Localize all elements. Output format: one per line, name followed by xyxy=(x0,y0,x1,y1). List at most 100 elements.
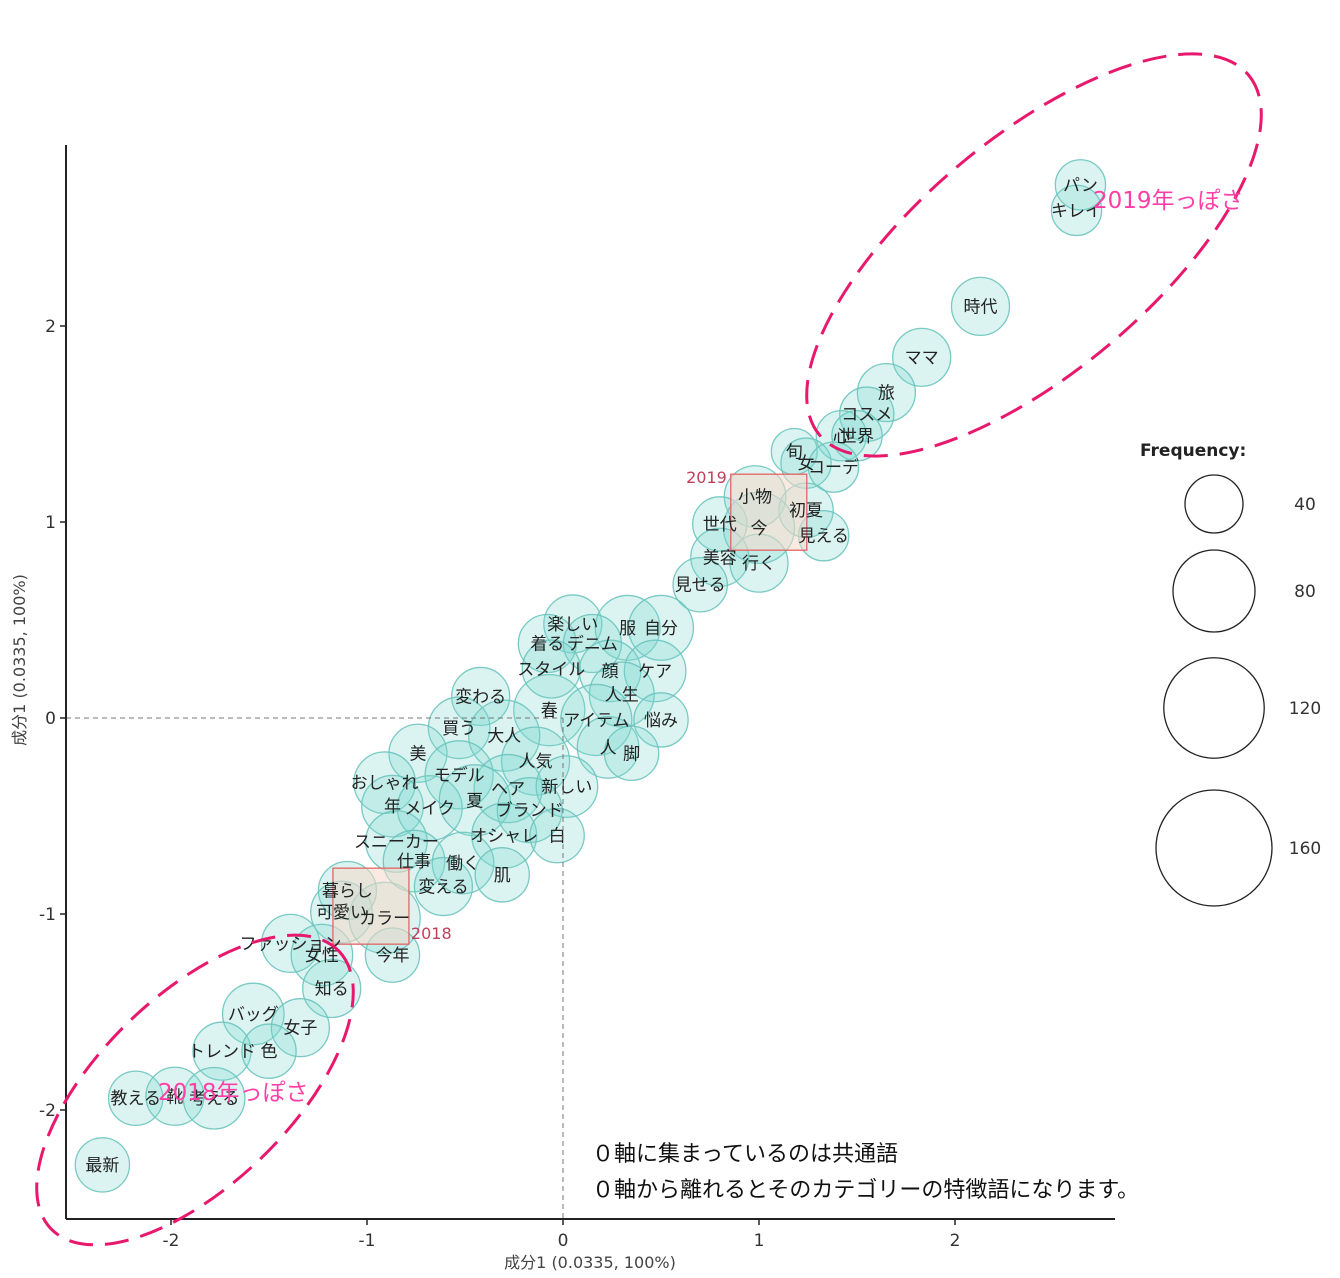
word-label: トレンド xyxy=(188,1042,256,1062)
word-label: モデル xyxy=(434,765,485,786)
y-tick-label: -1 xyxy=(39,905,56,925)
word-label: 楽しい xyxy=(547,615,598,635)
word-label: 年 xyxy=(384,797,401,817)
bubble-白 xyxy=(529,807,585,864)
legend-label-80: 80 xyxy=(1294,582,1316,602)
bubble-メイク xyxy=(396,775,463,842)
bubble-最新 xyxy=(74,1137,131,1193)
bubble-靴 xyxy=(145,1066,205,1126)
bubble-見せる xyxy=(672,556,728,613)
word-label: 人気 xyxy=(519,752,553,772)
note-line-1: ０軸に集まっているのは共通語 xyxy=(592,1142,898,1167)
bubble-女子 xyxy=(270,998,331,1058)
highlight-ellipse-2019 xyxy=(805,52,1263,458)
annotation-2018: 2018年っぽさ xyxy=(158,1080,309,1106)
word-label: 女性 xyxy=(305,946,339,966)
word-label: 時代 xyxy=(963,297,997,317)
word-label: 夏 xyxy=(466,791,483,811)
word-label: 脚 xyxy=(623,744,640,764)
word-label: ヘア xyxy=(491,780,525,800)
category-label-2018: 2018 xyxy=(411,924,452,943)
category-box-2018 xyxy=(332,867,410,945)
word-label: ケア xyxy=(638,662,672,682)
bubble-変える xyxy=(413,856,474,917)
y-tick-label: 1 xyxy=(45,513,56,533)
word-label: 着る xyxy=(530,635,564,655)
bubble-着る xyxy=(517,613,577,674)
word-label: 春 xyxy=(541,701,558,721)
word-label: 今年 xyxy=(375,946,409,966)
frequency-legend: Frequency: 40 80 120 160 xyxy=(1140,441,1321,907)
x-tick-label: 0 xyxy=(558,1231,569,1251)
bubble-モデル xyxy=(424,740,494,810)
word-label: 女子 xyxy=(283,1019,317,1039)
bubble-買う xyxy=(427,696,491,760)
bubble-パン xyxy=(1054,159,1107,211)
word-label: 肌 xyxy=(494,866,511,886)
legend-label-40: 40 xyxy=(1294,495,1316,515)
word-label: 顔 xyxy=(602,662,619,682)
bubble-悩み xyxy=(633,692,689,748)
bubble-ケア xyxy=(623,639,687,703)
word-label: スニーカー xyxy=(354,832,439,852)
word-label: 大人 xyxy=(487,727,521,747)
y-tick-label: 0 xyxy=(45,709,56,729)
word-label: 美容 xyxy=(703,548,737,568)
word-bubbles xyxy=(74,159,1107,1193)
word-label: 服 xyxy=(619,619,636,639)
word-label: 靴 xyxy=(166,1087,183,1107)
word-label: デニム xyxy=(567,634,618,655)
y-tick-label: 2 xyxy=(45,317,56,337)
bubble-考える xyxy=(182,1066,246,1130)
word-label: コスメ xyxy=(841,405,892,425)
word-label: 白 xyxy=(549,827,566,847)
word-label: 小物 xyxy=(738,488,772,508)
word-label: 旬 xyxy=(786,442,803,462)
x-tick-label: 1 xyxy=(754,1231,765,1251)
x-axis-title: 成分1 (0.0335, 100%) xyxy=(504,1253,676,1272)
bubble-旅 xyxy=(856,362,917,423)
word-label: 働く xyxy=(446,854,480,874)
word-label: 旅 xyxy=(878,384,895,404)
bubble-バッグ xyxy=(221,982,285,1046)
word-label: キレイ xyxy=(1051,201,1102,221)
note-line-2: ０軸から離れるとそのカテゴリーの特徴語になります。 xyxy=(592,1178,1139,1203)
bubble-美 xyxy=(388,723,448,783)
bubble-人気 xyxy=(500,726,571,796)
word-label: 変える xyxy=(418,878,469,898)
word-label: 心 xyxy=(833,427,850,447)
bubble-知る xyxy=(302,958,362,1019)
word-label: カラー xyxy=(359,909,410,929)
word-label: 世代 xyxy=(703,515,737,535)
bubble-肌 xyxy=(474,847,531,903)
bubble-キレイ xyxy=(1050,184,1103,237)
word-label: 変わる xyxy=(455,687,506,707)
bubble-年 xyxy=(361,774,424,838)
bubble-人 xyxy=(576,715,640,779)
word-label: オシャレ xyxy=(470,827,538,847)
category-box-2019 xyxy=(730,473,808,551)
word-label: コーデ xyxy=(808,457,859,478)
word-label: 最新 xyxy=(85,1156,119,1176)
word-label: 知る xyxy=(315,979,349,999)
word-label: 考える xyxy=(189,1089,240,1109)
word-label: アイテム xyxy=(563,711,629,731)
bubble-色 xyxy=(241,1023,297,1079)
bubble-楽しい xyxy=(543,594,603,654)
word-label: 暮らし xyxy=(322,881,373,901)
word-label: メイク xyxy=(404,799,455,819)
word-label: 仕事 xyxy=(397,852,431,872)
bubble-スタイル xyxy=(521,639,581,699)
word-label: 行く xyxy=(742,554,776,574)
word-label: スタイル xyxy=(517,660,585,680)
word-label: 見せる xyxy=(675,576,726,596)
word-label: 教える xyxy=(110,1089,161,1109)
word-label: 新しい xyxy=(541,778,592,798)
word-label: おしゃれ xyxy=(351,774,419,794)
word-label: 初夏 xyxy=(789,501,823,521)
annotation-2019: 2019年っぽさ xyxy=(1093,188,1244,214)
bubble-顔 xyxy=(578,639,642,703)
legend-circle-160 xyxy=(1155,789,1273,907)
